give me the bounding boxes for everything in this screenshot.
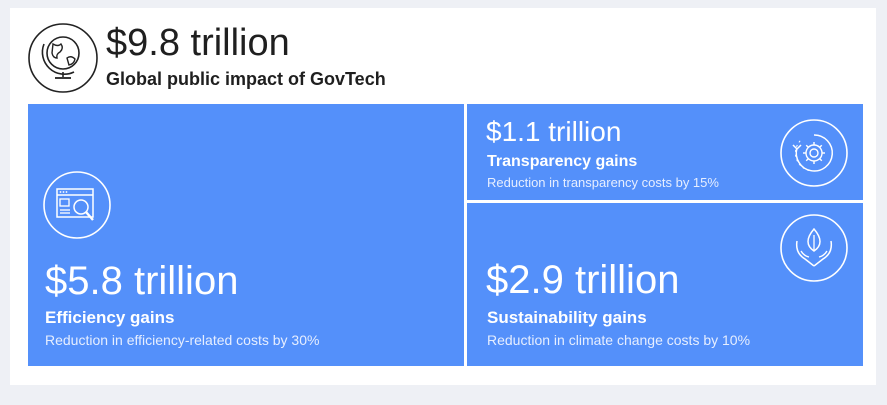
sustainability-tile: $2.9 trillion Sustainability gains Reduc…: [467, 203, 863, 366]
sustainability-amount: $2.9 trillion: [486, 258, 680, 302]
efficiency-description: Reduction in efficiency-related costs by…: [45, 332, 320, 348]
gear-cycle-icon: [780, 119, 848, 187]
globe-icon: [28, 23, 98, 93]
transparency-description: Reduction in transparency costs by 15%: [487, 175, 719, 190]
transparency-label: Transparency gains: [487, 153, 638, 170]
efficiency-label: Efficiency gains: [45, 308, 175, 327]
sustainability-label: Sustainability gains: [487, 308, 647, 327]
sustainability-description: Reduction in climate change costs by 10%: [487, 332, 751, 348]
browser-magnifier-icon: [43, 171, 111, 239]
transparency-tile: $1.1 trillion Transparency gains Reducti…: [467, 104, 863, 200]
hands-leaf-icon: [780, 214, 848, 282]
transparency-amount: $1.1 trillion: [486, 116, 622, 147]
total-impact-value: $9.8 trillion: [106, 22, 290, 64]
efficiency-amount: $5.8 trillion: [45, 259, 239, 303]
efficiency-tile: $5.8 trillion Efficiency gains Reduction…: [28, 104, 464, 366]
page-title: Global public impact of GovTech: [106, 69, 386, 89]
